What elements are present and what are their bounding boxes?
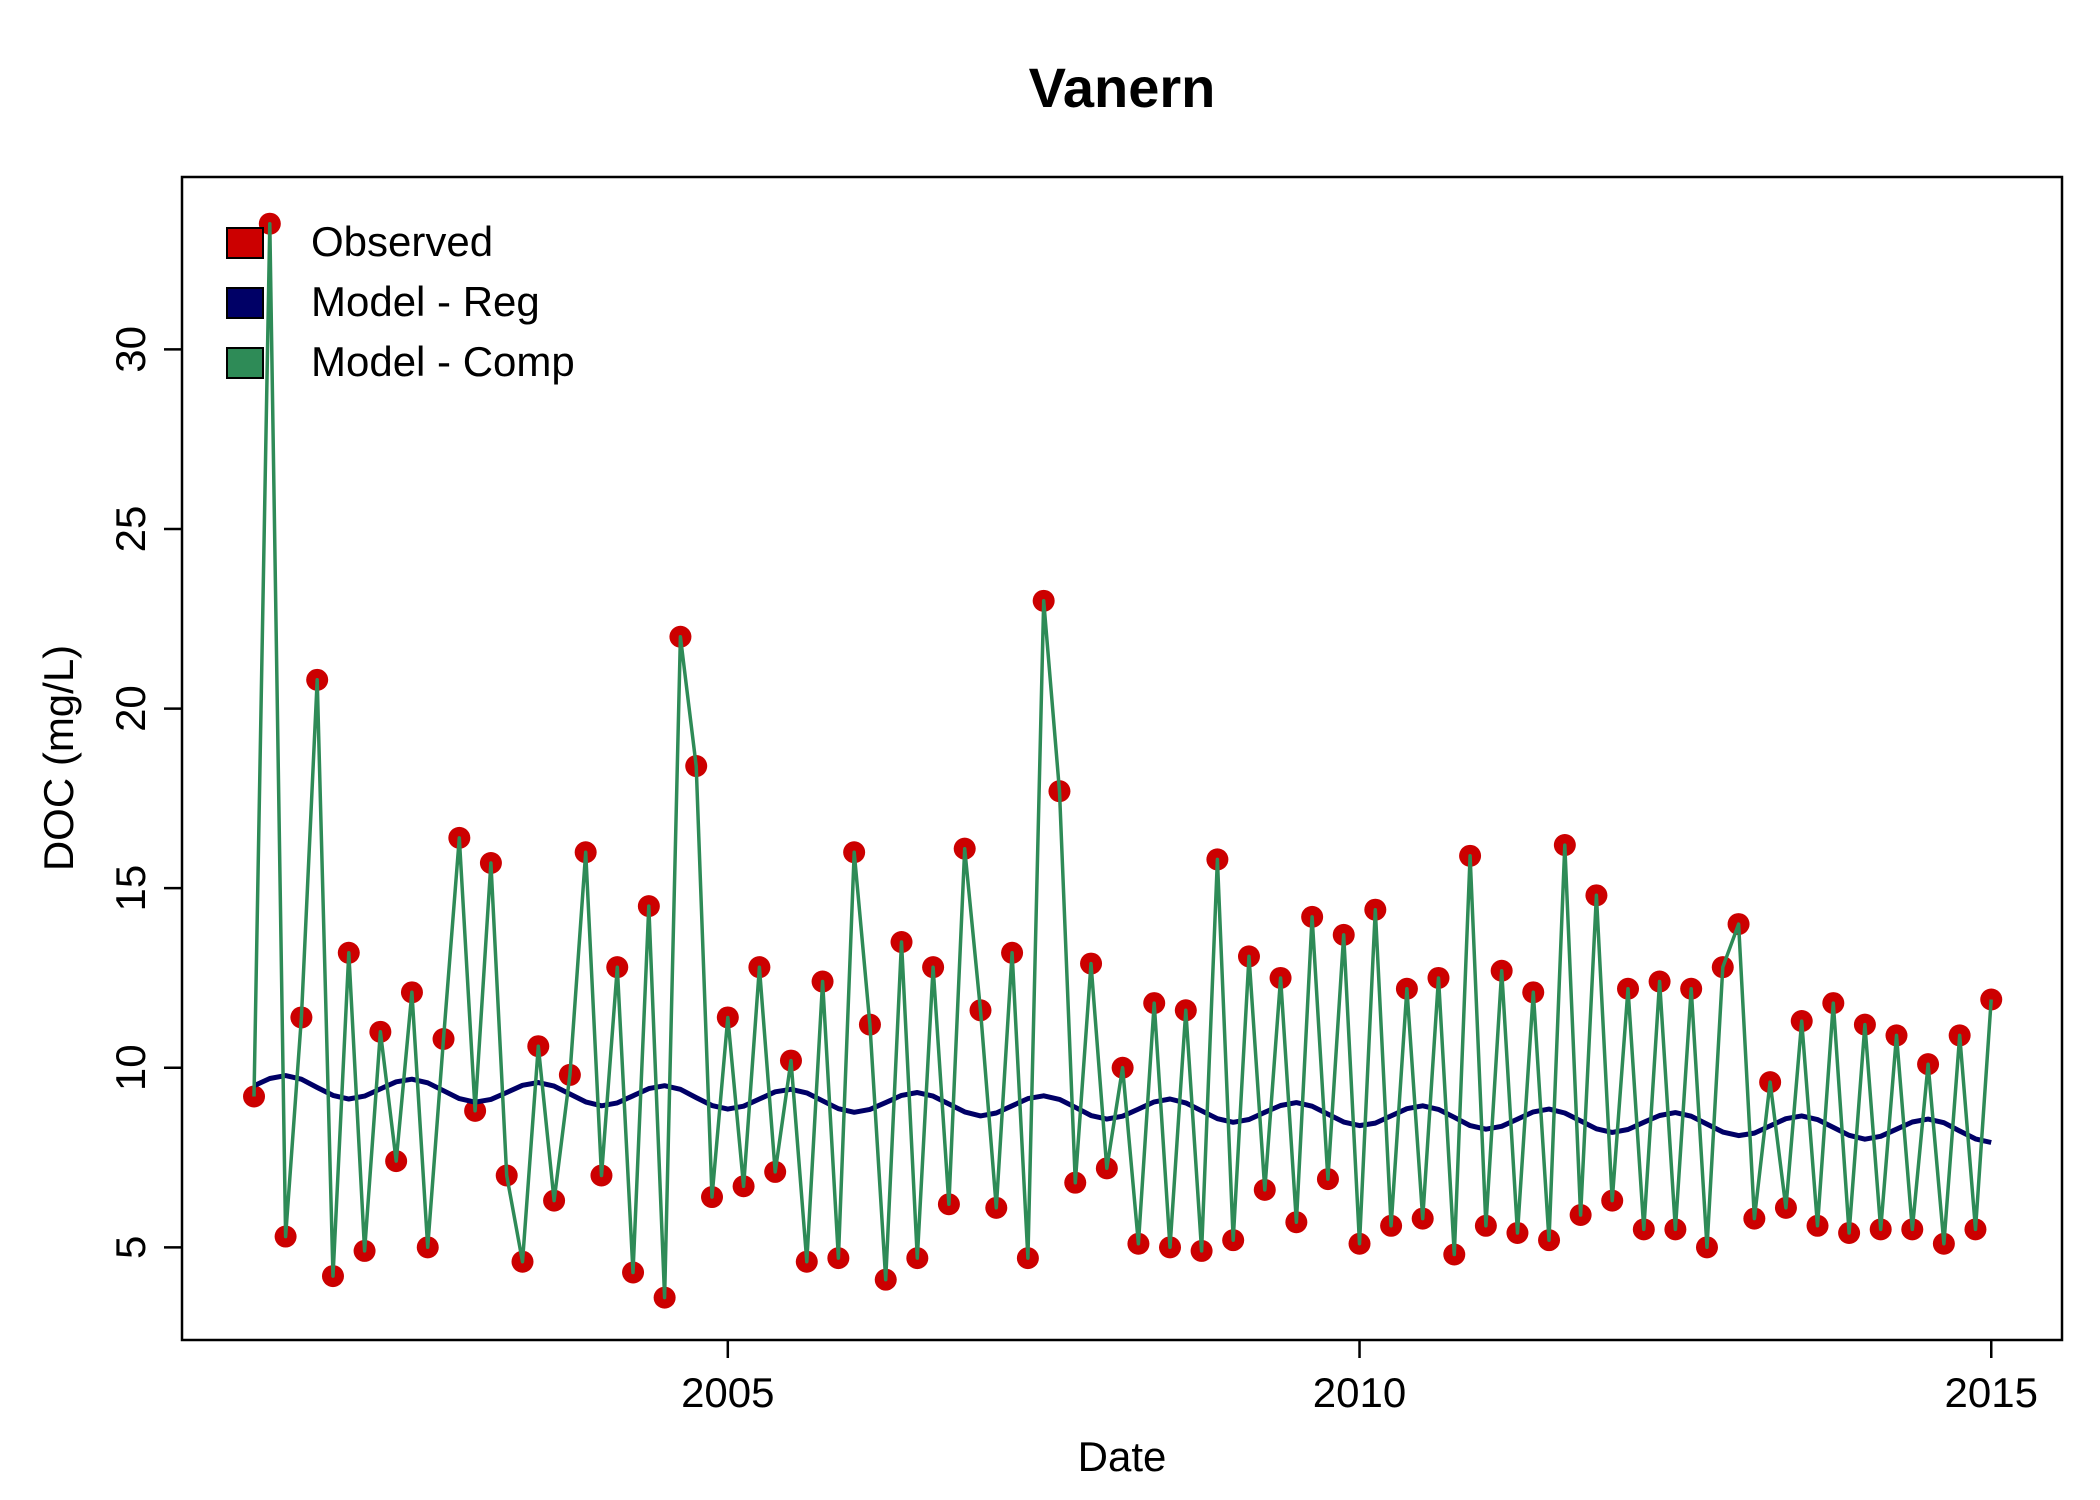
chart-title: Vanern <box>1029 56 1216 119</box>
y-tick-label: 15 <box>107 865 154 912</box>
legend-label: Model - Comp <box>311 338 575 385</box>
y-axis-label: DOC (mg/L) <box>35 645 82 871</box>
legend-swatch <box>226 287 264 319</box>
x-tick-label: 2010 <box>1313 1369 1406 1416</box>
series-line <box>252 221 1993 1300</box>
legend-swatch <box>226 227 264 259</box>
legend-label: Model - Reg <box>311 278 540 325</box>
y-tick-label: 5 <box>107 1236 154 1259</box>
y-tick-label: 20 <box>107 685 154 732</box>
x-axis-label: Date <box>1078 1433 1167 1480</box>
legend-swatch <box>226 347 264 379</box>
x-tick-label: 2005 <box>681 1369 774 1416</box>
x-tick-label: 2015 <box>1945 1369 2038 1416</box>
plot-frame <box>180 175 2064 1342</box>
y-tick-label: 30 <box>107 326 154 373</box>
y-tick-label: 10 <box>107 1044 154 1091</box>
legend-label: Observed <box>311 218 493 265</box>
y-tick-label: 25 <box>107 506 154 553</box>
